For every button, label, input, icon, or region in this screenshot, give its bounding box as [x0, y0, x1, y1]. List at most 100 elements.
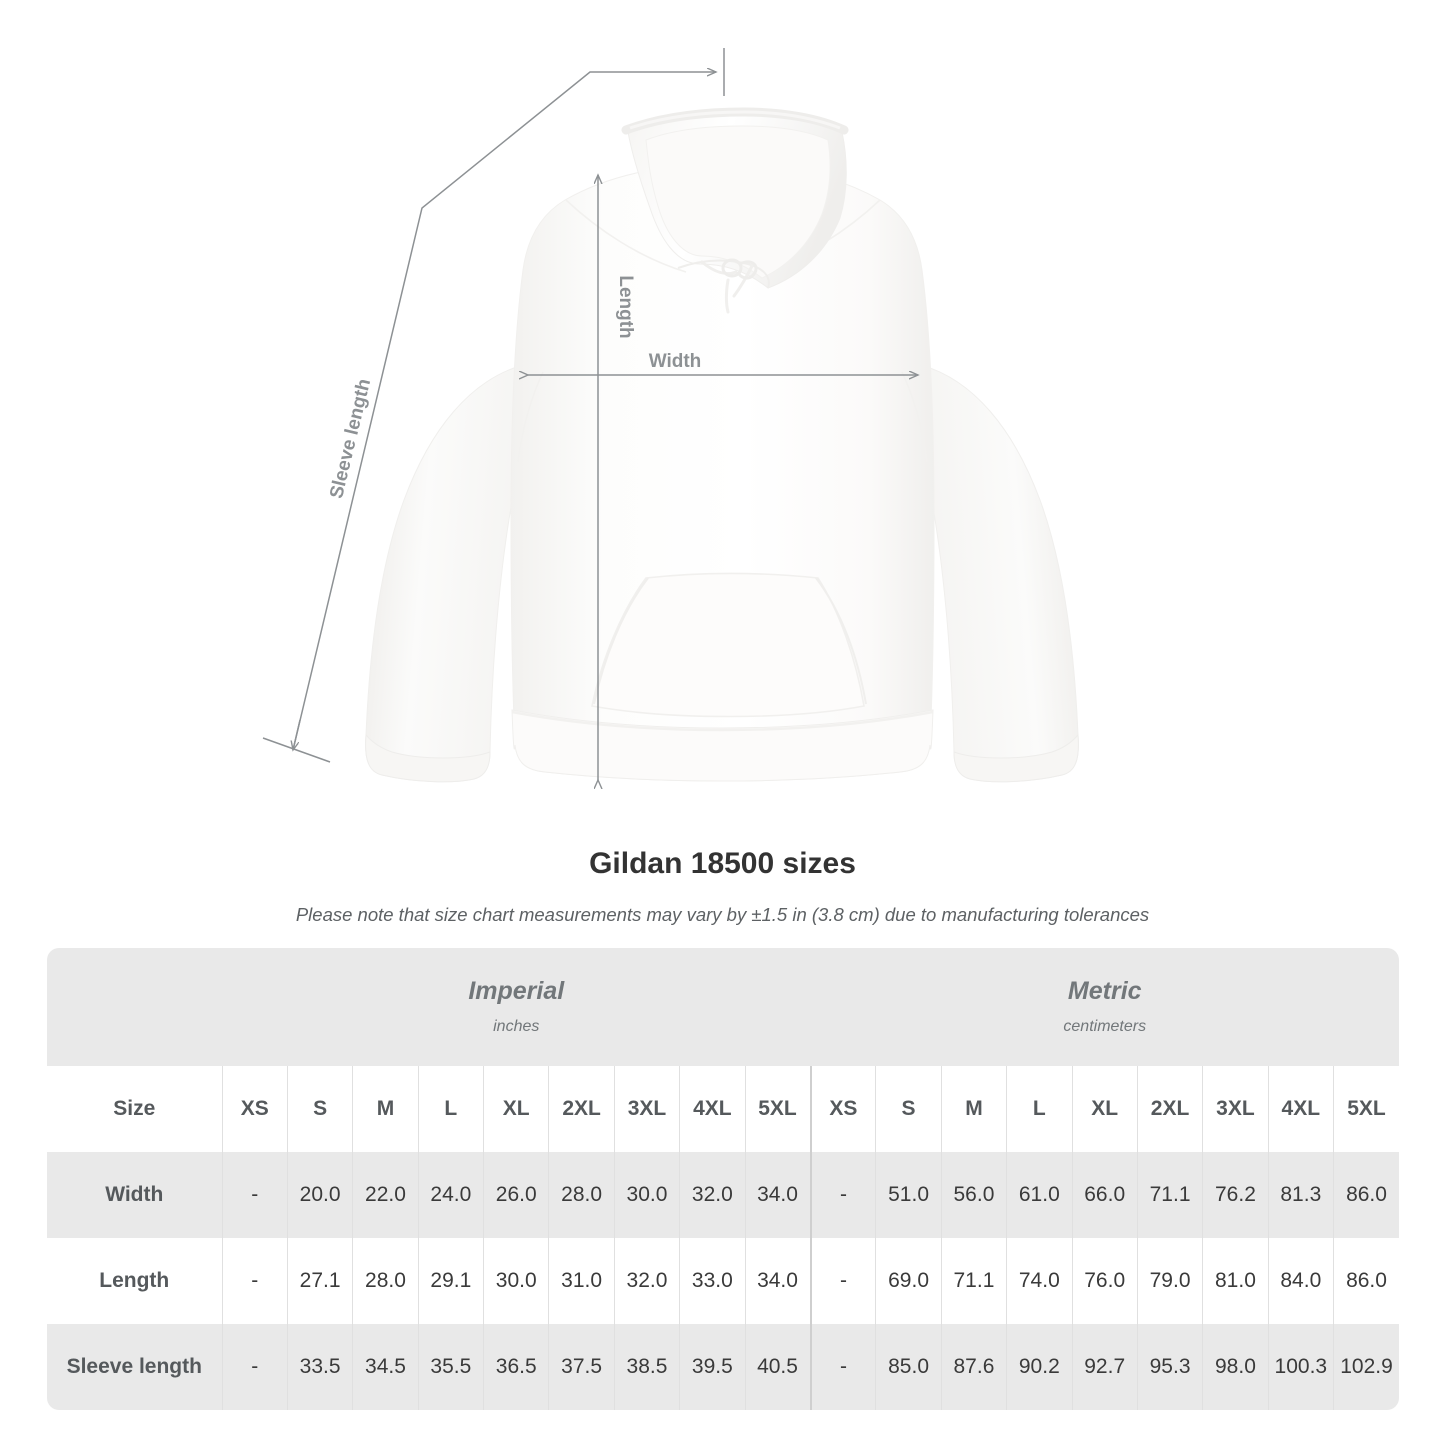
size-header-metric-xl: XL — [1071, 1066, 1138, 1152]
size-header-imperial-4xl: 4XL — [679, 1066, 746, 1152]
sleeve-length-bottom-tick — [262, 737, 331, 763]
cell-length-imperial-xl: 30.0 — [483, 1238, 549, 1324]
size-chart-table-wrapper: Imperial inches Metric centimeters Size XS S M L… — [47, 948, 1399, 1410]
cell-length-imperial-2xl: 31.0 — [548, 1238, 615, 1324]
cell-sleeve-length-imperial-2xl: 37.5 — [548, 1324, 615, 1410]
cell-sleeve-length-imperial-l: 35.5 — [417, 1324, 484, 1410]
cell-length-imperial-m: 28.0 — [352, 1238, 419, 1324]
hood-inner — [645, 125, 831, 279]
length-label: Length — [615, 275, 636, 338]
cell-length-metric-4xl: 84.0 — [1267, 1238, 1334, 1324]
unit-banner-row: Imperial inches Metric centimeters — [47, 948, 1399, 1066]
unit-subtitle: inches — [493, 1018, 540, 1035]
drawstring-knot — [721, 258, 743, 278]
size-header-metric-4xl: 4XL — [1267, 1066, 1334, 1152]
size-chart-table: Imperial inches Metric centimeters Size XS S M L… — [47, 948, 1399, 1410]
width-label: Width — [649, 351, 702, 372]
size-header-metric-3xl: 3XL — [1202, 1066, 1269, 1152]
left-cuff — [365, 733, 491, 783]
table-row: Width -20.0 22.0 24.0 26.0 28.0 30.0 32.0 34.0-5… — [47, 1152, 1399, 1238]
tolerance-note: Please note that size chart measurements… — [295, 904, 1150, 925]
cell-width-imperial-m: 22.0 — [352, 1152, 419, 1238]
cell-width-imperial-xl: 26.0 — [483, 1152, 549, 1238]
neck-opening — [677, 259, 770, 289]
cell-sleeve-length-imperial-xs: - — [221, 1324, 288, 1410]
cell-sleeve-length-imperial-4xl: 39.5 — [679, 1324, 746, 1410]
cell-length-imperial-4xl: 33.0 — [679, 1238, 746, 1324]
unit-subtitle: centimeters — [1063, 1018, 1147, 1035]
row-label-width: Width — [47, 1152, 223, 1238]
cell-length-imperial-3xl: 32.0 — [613, 1238, 680, 1324]
size-header-imperial-xl: XL — [483, 1066, 549, 1152]
unit-name: Imperial — [468, 977, 565, 1005]
cell-sleeve-length-imperial-5xl: 40.5 — [744, 1324, 811, 1410]
cell-width-metric-2xl: 71.1 — [1136, 1152, 1203, 1238]
unit-name: Metric — [1067, 977, 1142, 1005]
table-row: Sleeve length -33.5 34.5 35.5 36.5 37.5 38.5 39… — [47, 1324, 1399, 1410]
pocket-opening-right — [815, 577, 867, 705]
hoodie-graphic — [365, 107, 1079, 783]
cell-width-imperial-xs: - — [221, 1152, 288, 1238]
size-header-imperial-m: M — [352, 1066, 419, 1152]
size-header-metric-l: L — [1006, 1066, 1072, 1152]
cell-length-imperial-5xl: 34.0 — [744, 1238, 811, 1324]
cell-length-imperial-xs: - — [221, 1238, 288, 1324]
drawstring-left — [700, 260, 738, 276]
width-dimension: Width — [528, 351, 918, 375]
cell-width-metric-l: 61.0 — [1006, 1152, 1072, 1238]
cell-width-metric-m: 56.0 — [940, 1152, 1007, 1238]
cell-sleeve-length-metric-xs: - — [809, 1324, 876, 1410]
left-shoulder-seam — [565, 199, 687, 273]
cell-width-imperial-3xl: 30.0 — [613, 1152, 680, 1238]
drawstring-loop — [736, 260, 758, 280]
unit-header-imperial: Imperial inches — [222, 948, 811, 1066]
cell-width-imperial-4xl: 32.0 — [679, 1152, 746, 1238]
size-header-metric-s: S — [875, 1066, 942, 1152]
left-armhole-seam — [517, 371, 544, 463]
cell-sleeve-length-metric-l: 90.2 — [1006, 1324, 1072, 1410]
hoodie-measurement-illustration: Sleeve length Length Width — [262, 48, 1079, 830]
row-label-length: Length — [47, 1238, 223, 1324]
cell-width-metric-5xl: 86.0 — [1333, 1152, 1399, 1238]
size-header-row: Size XS S M L XL 2XL 3XL 4XL 5XL XS S M L XL 2XL 3XL 4XL 5… — [47, 1066, 1399, 1152]
unit-header-metric: Metric centimeters — [810, 948, 1399, 1066]
drawstring-tail — [725, 278, 730, 314]
size-column-label: Size — [47, 1066, 223, 1152]
drawstring-right — [732, 264, 754, 298]
unit-banner-spacer — [47, 948, 223, 1066]
table-row: Length -27.1 28.0 29.1 30.0 31.0 32.0 33.0 34.0-… — [47, 1238, 1399, 1324]
cell-length-metric-3xl: 81.0 — [1202, 1238, 1269, 1324]
cell-width-metric-3xl: 76.2 — [1202, 1152, 1269, 1238]
cell-sleeve-length-metric-s: 85.0 — [875, 1324, 942, 1410]
hood-trim-stitch — [629, 110, 841, 130]
cell-sleeve-length-metric-4xl: 100.3 — [1267, 1324, 1334, 1410]
cell-width-metric-4xl: 81.3 — [1267, 1152, 1334, 1238]
cell-sleeve-length-metric-2xl: 95.3 — [1136, 1324, 1203, 1410]
cell-width-imperial-l: 24.0 — [417, 1152, 484, 1238]
cell-width-imperial-5xl: 34.0 — [744, 1152, 811, 1238]
cell-length-imperial-s: 27.1 — [286, 1238, 353, 1324]
size-header-imperial-s: S — [286, 1066, 353, 1152]
cell-length-metric-xs: - — [809, 1238, 876, 1324]
cell-length-metric-l: 74.0 — [1006, 1238, 1072, 1324]
right-cuff — [953, 733, 1079, 783]
cell-sleeve-length-imperial-m: 34.5 — [352, 1324, 419, 1410]
size-header-metric-xs: XS — [809, 1066, 876, 1152]
cell-width-metric-s: 51.0 — [875, 1152, 942, 1238]
cell-width-metric-xl: 66.0 — [1071, 1152, 1138, 1238]
size-header-metric-5xl: 5XL — [1333, 1066, 1399, 1152]
cell-sleeve-length-imperial-s: 33.5 — [286, 1324, 353, 1410]
cell-width-imperial-s: 20.0 — [286, 1152, 353, 1238]
size-header-imperial-3xl: 3XL — [613, 1066, 680, 1152]
sleeve-length-line — [292, 72, 716, 751]
cell-sleeve-length-metric-3xl: 98.0 — [1202, 1324, 1269, 1410]
hem-seam — [511, 710, 934, 732]
cell-sleeve-length-metric-m: 87.6 — [940, 1324, 1007, 1410]
cell-sleeve-length-metric-5xl: 102.9 — [1333, 1324, 1399, 1410]
chart-heading-block: Gildan 18500 sizes Please note that size… — [0, 845, 1445, 927]
cell-width-imperial-2xl: 28.0 — [548, 1152, 615, 1238]
right-armhole-seam — [901, 371, 928, 463]
size-header-imperial-5xl: 5XL — [744, 1066, 811, 1152]
cell-length-metric-5xl: 86.0 — [1333, 1238, 1399, 1324]
cell-sleeve-length-imperial-xl: 36.5 — [483, 1324, 549, 1410]
